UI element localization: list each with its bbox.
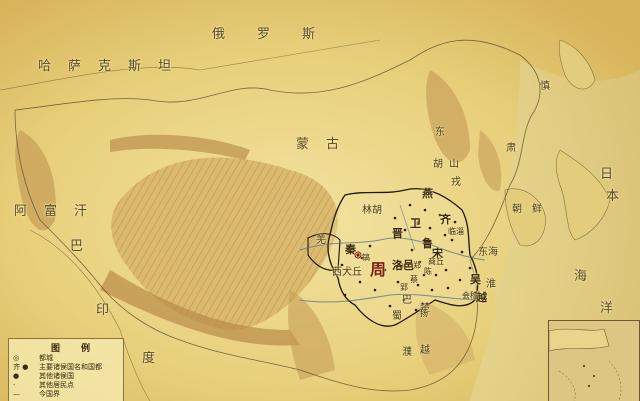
label-qi: 齐 (440, 213, 451, 226)
label-xiquanqiu: 西犬丘 (332, 267, 362, 278)
capital-markers (354, 251, 404, 270)
label-cai: 蔡 (410, 275, 418, 284)
yellow-river (299, 237, 486, 261)
other-state-symbol-icon: ● (13, 372, 20, 380)
label-japan-ben: 本 (606, 189, 622, 204)
label-song: 宋 (432, 247, 443, 260)
legend-row-border: — 今国界 (13, 389, 60, 399)
label-shan: 山 (449, 159, 459, 170)
fen-river (399, 204, 416, 251)
label-zhou: 周 (370, 260, 387, 279)
label-shen: 慎 (540, 81, 550, 92)
label-lu: 鲁 (422, 237, 433, 250)
khingan (426, 70, 470, 163)
label-ba: 巴 (402, 295, 412, 306)
southeast-hills (415, 300, 475, 375)
label-india-du: 度 (142, 351, 158, 366)
label-pu: 濮 (402, 347, 412, 358)
legend-row-capital: ◎ 都城 (13, 353, 53, 363)
capital-symbol-icon: ◎ (13, 354, 20, 362)
label-zheng: 郑 (413, 261, 421, 270)
himalaya (100, 270, 300, 346)
india-border (29, 229, 151, 401)
legend-label: 其他诸侯国 (39, 372, 74, 380)
south-china-sea-inset (548, 320, 640, 401)
settlement-dots (340, 203, 472, 312)
map-legend: 图 例 ◎ 都城 齐 ● 主要诸侯国名和国都 ● 其他诸侯国 · 其他居民点 —… (8, 338, 124, 401)
legend-title: 图 例 (51, 344, 97, 354)
label-luoyi: 洛邑 (392, 259, 414, 272)
hengduan (288, 290, 335, 380)
label-yue-state: 越 (476, 291, 487, 304)
label-chu: 楚 (420, 303, 430, 314)
label-donghu: 东 (435, 127, 445, 138)
label-haojing: 镐 (362, 253, 370, 262)
label-india: 印 (96, 303, 112, 318)
label-sea-yang: 洋 (600, 301, 616, 316)
label-jin: 晋 (392, 227, 403, 240)
label-wu: 吴 (470, 273, 481, 286)
label-qiang: 羌 (316, 235, 326, 246)
korea-peninsula (504, 188, 546, 247)
label-yangzhou: 扬 (420, 309, 428, 318)
tibet-plateau (111, 157, 338, 330)
pamir (15, 130, 56, 231)
label-sea-hai: 海 (574, 269, 590, 284)
label-linzi: 临淄 (448, 227, 464, 236)
legend-label: 今国界 (39, 390, 60, 398)
japan-islands (555, 149, 611, 241)
label-donghai: 东海 (478, 247, 498, 258)
label-kuaiji: 会稽 (462, 291, 478, 300)
label-su: 肃 (506, 143, 516, 154)
legend-label: 都城 (39, 354, 53, 362)
label-hu: 胡 (433, 159, 443, 170)
label-huaiyi: 淮 (486, 279, 496, 290)
label-kazakhstan: 哈 萨 克 斯 坦 (38, 59, 174, 74)
label-ying: 郢 (400, 283, 408, 292)
sea-area (470, 60, 640, 401)
label-japan-ri: 日 (600, 167, 616, 182)
label-mongol: 蒙 古 (296, 137, 342, 152)
modern-border (14, 39, 541, 392)
label-korea: 朝 鲜 (512, 204, 542, 215)
label-pakistan: 巴 (70, 239, 86, 254)
sakhalin (558, 39, 596, 90)
label-linhu: 林胡 (362, 205, 382, 216)
west-extension-border (307, 233, 341, 271)
changbai (478, 130, 502, 191)
border-symbol-icon: — (13, 390, 20, 398)
tianshan (110, 134, 250, 160)
major-state-symbol-icon: 齐 ● (13, 363, 29, 371)
settlement-symbol-icon: · (13, 381, 16, 389)
label-rong: 戎 (451, 177, 461, 188)
label-russia: 俄 罗 斯 (212, 27, 318, 42)
label-shangqiu: 商丘 (428, 257, 444, 266)
legend-row-major-state: 齐 ● 主要诸侯国名和国都 (13, 362, 102, 372)
inset-map (549, 321, 639, 401)
label-yue-south: 越 (420, 345, 430, 356)
legend-label: 其他居民点 (39, 381, 74, 389)
label-afghanistan: 阿 富 汗 (14, 204, 90, 219)
label-wei: 卫 (410, 217, 421, 230)
russia-border (0, 39, 381, 91)
legend-row-settlement: · 其他居民点 (13, 380, 74, 390)
yangtze-river (299, 293, 481, 303)
legend-label: 主要诸侯国名和国都 (39, 363, 102, 371)
label-chen: 陈 (424, 267, 432, 276)
label-qin: 秦 (345, 243, 356, 256)
label-yan: 燕 (422, 187, 433, 200)
legend-row-other-state: ● 其他诸侯国 (13, 371, 74, 381)
zhou-realm-border (327, 188, 479, 327)
label-shu: 蜀 (392, 311, 402, 322)
